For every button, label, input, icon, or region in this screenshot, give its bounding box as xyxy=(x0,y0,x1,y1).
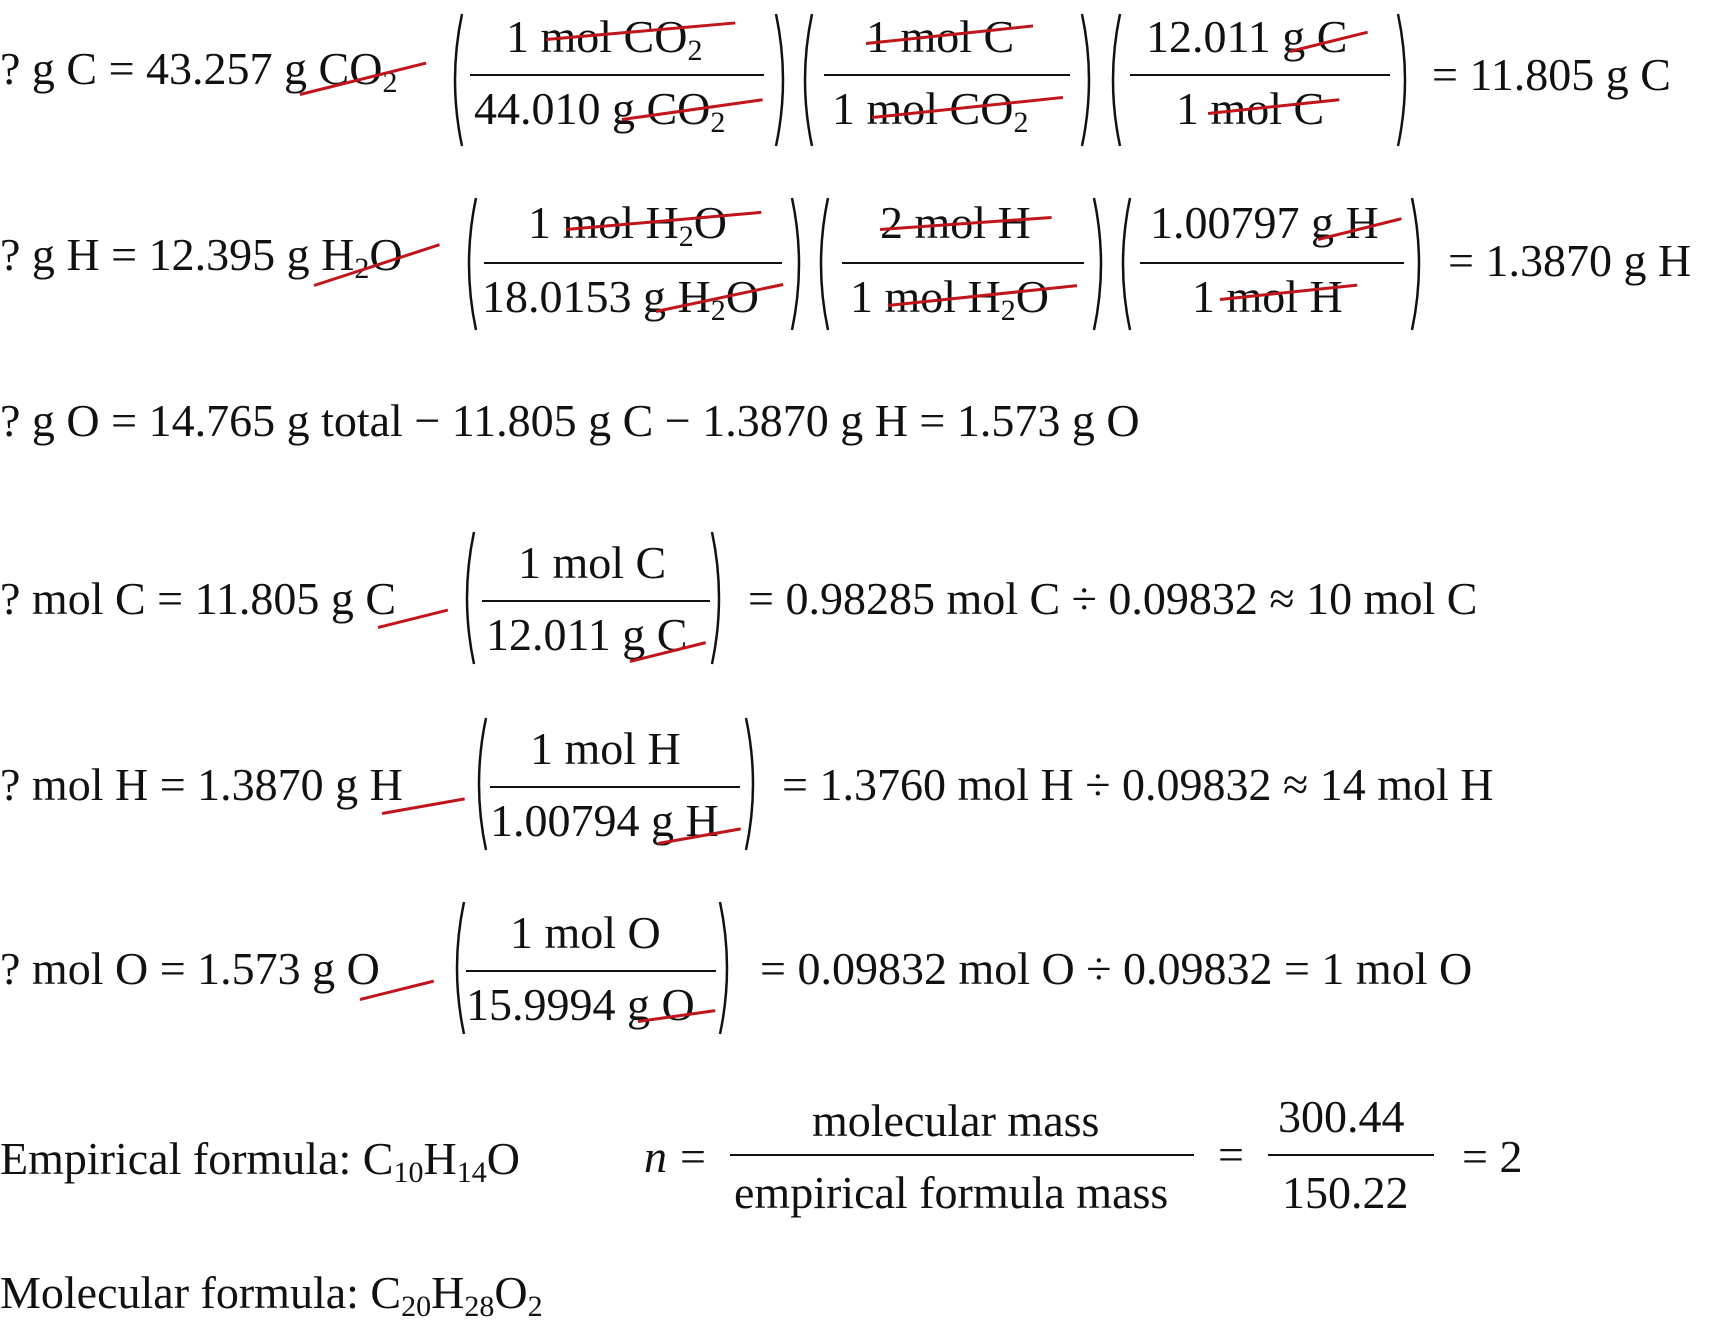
left-paren xyxy=(460,196,478,332)
mass-denominator: 150.22 xyxy=(1282,1167,1409,1218)
left-paren xyxy=(446,12,464,148)
fraction-bar xyxy=(466,970,716,972)
eq5-num: 1 mol H xyxy=(530,723,681,774)
eq6-lhs: ? mol O = 1.573 g O xyxy=(0,943,380,994)
eq4-lhs: ? mol C = 11.805 g C xyxy=(0,573,397,624)
right-paren xyxy=(744,716,762,852)
fraction-bar xyxy=(842,262,1084,264)
equation-moles-oxygen: ? mol O = 1.573 g O 1 mol O 15.9994 g O … xyxy=(0,900,1729,1050)
equation-moles-carbon: ? mol C = 11.805 g C 1 mol C 12.011 g C … xyxy=(0,530,1729,680)
eq5-den: 1.00794 g H xyxy=(490,795,719,846)
fraction-bar xyxy=(482,600,710,602)
eq2-result: = 1.3870 g H xyxy=(1448,235,1692,286)
eq1-result: = 11.805 g C xyxy=(1432,49,1671,100)
eq6-den: 15.9994 g O xyxy=(466,979,695,1030)
left-paren xyxy=(1104,12,1122,148)
eq1-f3-num: 12.011 g C xyxy=(1146,11,1348,62)
eq1-f1-num: 1 mol CO2 xyxy=(506,11,703,67)
eq1-f2-num: 1 mol C xyxy=(866,11,1015,62)
eq1-f2-den: 1 mol CO2 xyxy=(832,83,1029,139)
fraction-bar xyxy=(730,1154,1194,1156)
molecular-formula: Molecular formula: C20H28O2 xyxy=(0,1267,543,1323)
right-paren xyxy=(774,12,792,148)
eq2-f3-num: 1.00797 g H xyxy=(1150,197,1379,248)
equals-sign: = xyxy=(1218,1129,1244,1180)
equals-sign: = xyxy=(680,1131,706,1182)
eq2-f1-num: 1 mol H2O xyxy=(528,197,728,253)
right-paren xyxy=(718,900,736,1036)
eq6-result: = 0.09832 mol O ÷ 0.09832 = 1 mol O xyxy=(760,943,1473,994)
right-paren xyxy=(1396,12,1414,148)
right-paren xyxy=(1080,12,1098,148)
eq5-result: = 1.3760 mol H ÷ 0.09832 ≈ 14 mol H xyxy=(782,759,1494,810)
fraction-bar xyxy=(1130,74,1390,76)
equation-grams-carbon: ? g C = 43.257 g CO2 1 mol CO2 44.010 g … xyxy=(0,0,1729,150)
right-paren xyxy=(1092,196,1110,332)
eq6-num: 1 mol O xyxy=(510,907,661,958)
eq4-den: 12.011 g C xyxy=(486,609,688,660)
fraction-bar xyxy=(490,786,740,788)
right-paren xyxy=(790,196,808,332)
fraction-bar xyxy=(824,74,1070,76)
eq1-f1-den: 44.010 g CO2 xyxy=(474,83,726,139)
right-paren xyxy=(710,530,728,666)
left-paren xyxy=(812,196,830,332)
fraction-bar xyxy=(1268,1154,1434,1156)
eq1-lhs: ? g C = 43.257 g CO2 xyxy=(0,43,398,99)
ratio-numerator: molecular mass xyxy=(812,1095,1100,1146)
fraction-bar xyxy=(1140,262,1404,264)
mass-numerator: 300.44 xyxy=(1278,1091,1405,1142)
fraction-bar xyxy=(484,262,782,264)
eq2-lhs: ? g H = 12.395 g H2O xyxy=(0,229,403,285)
left-paren xyxy=(458,530,476,666)
eq2-f2-num: 2 mol H xyxy=(880,197,1031,248)
left-paren xyxy=(470,716,488,852)
ratio-denominator: empirical formula mass xyxy=(734,1167,1169,1218)
eq2-f1-den: 18.0153 g H2O xyxy=(482,271,759,327)
eq4-num: 1 mol C xyxy=(518,537,667,588)
left-paren xyxy=(448,900,466,1036)
fraction-bar xyxy=(470,74,764,76)
n-symbol: n xyxy=(644,1131,667,1182)
eq5-lhs: ? mol H = 1.3870 g H xyxy=(0,759,403,810)
empirical-formula: Empirical formula: C10H14O xyxy=(0,1133,520,1189)
eq4-result: = 0.98285 mol C ÷ 0.09832 ≈ 10 mol C xyxy=(748,573,1478,624)
eq1-f3-den: 1 mol C xyxy=(1176,83,1325,134)
eq2-f3-den: 1 mol H xyxy=(1192,271,1343,322)
molecular-formula-line: Molecular formula: C20H28O2 xyxy=(0,1250,1729,1330)
equation-moles-hydrogen: ? mol H = 1.3870 g H 1 mol H 1.00794 g H… xyxy=(0,716,1729,866)
equation-grams-oxygen: ? g O = 14.765 g total − 11.805 g C − 1.… xyxy=(0,378,1729,448)
eq3-text: ? g O = 14.765 g total − 11.805 g C − 1.… xyxy=(0,395,1140,446)
eq2-f2-den: 1 mol H2O xyxy=(850,271,1050,327)
equation-grams-hydrogen: ? g H = 12.395 g H2O 1 mol H2O 18.0153 g… xyxy=(0,186,1729,336)
empirical-formula-line: Empirical formula: C10H14O n = molecular… xyxy=(0,1090,1729,1240)
right-paren xyxy=(1410,196,1428,332)
left-paren xyxy=(796,12,814,148)
left-paren xyxy=(1114,196,1132,332)
n-result: = 2 xyxy=(1462,1131,1523,1182)
